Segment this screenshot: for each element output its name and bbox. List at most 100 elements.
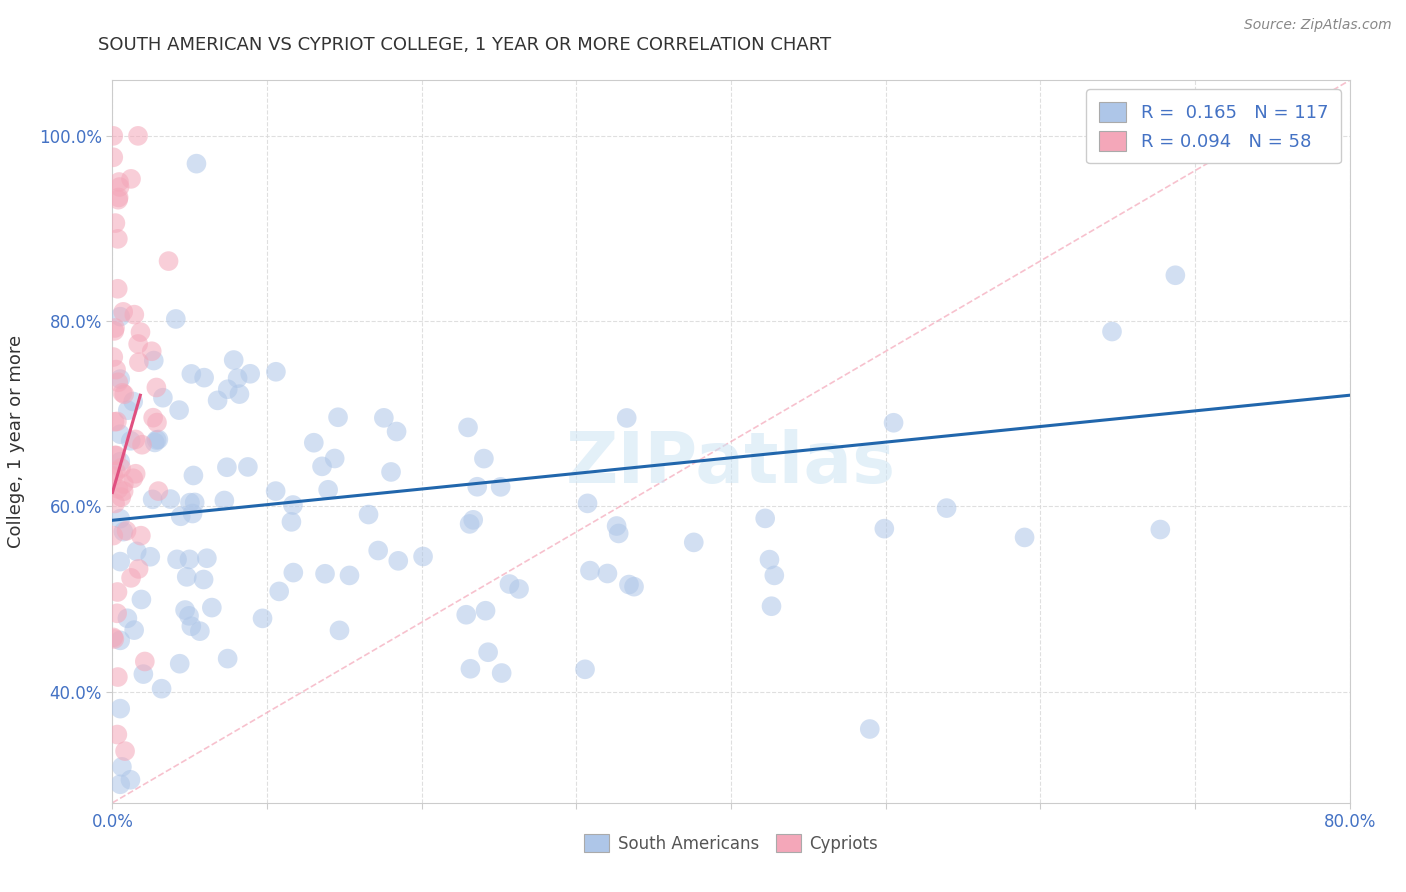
Point [131, 438, 153, 452]
Point [112, 477, 135, 491]
Point [574, 662, 596, 676]
Point [141, 344, 163, 359]
Point [1014, 530, 1036, 544]
Point [339, 568, 361, 582]
Point [111, 385, 134, 400]
Point [576, 496, 599, 510]
Point [183, 468, 205, 483]
Point [596, 566, 619, 581]
Point [139, 549, 162, 564]
Point [314, 566, 336, 581]
Point [145, 433, 167, 447]
Point [606, 519, 628, 533]
Point [281, 498, 304, 512]
Point [328, 624, 350, 638]
Point [617, 577, 640, 591]
Point [104, 321, 127, 335]
Point [103, 631, 125, 645]
Point [115, 524, 138, 538]
Point [107, 282, 129, 296]
Point [616, 411, 638, 425]
Point [107, 232, 129, 246]
Point [326, 410, 349, 425]
Text: Source: ZipAtlas.com: Source: ZipAtlas.com [1244, 18, 1392, 32]
Point [179, 495, 201, 509]
Point [107, 482, 129, 496]
Point [105, 727, 128, 741]
Point [103, 469, 125, 483]
Point [127, 337, 149, 351]
Point [148, 433, 170, 447]
Point [188, 624, 211, 639]
Point [169, 657, 191, 671]
Point [264, 365, 287, 379]
Point [323, 451, 346, 466]
Point [193, 573, 215, 587]
Point [357, 508, 380, 522]
Point [105, 449, 128, 463]
Point [129, 529, 152, 543]
Point [125, 544, 148, 558]
Point [215, 460, 238, 475]
Point [412, 549, 434, 564]
Point [179, 552, 201, 566]
Point [380, 465, 402, 479]
Point [142, 410, 165, 425]
Point [474, 604, 496, 618]
Point [283, 566, 305, 580]
Point [142, 492, 165, 507]
Point [110, 310, 132, 324]
Point [193, 370, 215, 384]
Point [104, 496, 127, 510]
Point [103, 150, 125, 164]
Point [110, 633, 132, 648]
Point [120, 571, 142, 585]
Point [859, 722, 882, 736]
Text: SOUTH AMERICAN VS CYPRIOT COLLEGE, 1 YEAR OR MORE CORRELATION CHART: SOUTH AMERICAN VS CYPRIOT COLLEGE, 1 YEA… [98, 36, 831, 54]
Point [174, 603, 197, 617]
Point [579, 564, 602, 578]
Point [166, 552, 188, 566]
Point [222, 353, 245, 368]
Point [239, 367, 262, 381]
Point [457, 420, 479, 434]
Point [128, 562, 150, 576]
Point [758, 552, 780, 566]
Point [131, 592, 153, 607]
Point [107, 670, 129, 684]
Point [252, 611, 274, 625]
Point [114, 744, 136, 758]
Point [1149, 523, 1171, 537]
Point [120, 772, 142, 787]
Point [132, 667, 155, 681]
Point [195, 551, 218, 566]
Point [105, 414, 128, 428]
Point [754, 511, 776, 525]
Point [122, 394, 145, 409]
Point [280, 515, 302, 529]
Point [122, 471, 145, 485]
Point [167, 403, 190, 417]
Point [264, 484, 287, 499]
Point [472, 451, 495, 466]
Point [228, 387, 250, 401]
Point [146, 416, 169, 430]
Point [110, 511, 132, 525]
Point [456, 607, 478, 622]
Point [214, 493, 236, 508]
Point [489, 480, 512, 494]
Point [477, 645, 499, 659]
Point [682, 535, 704, 549]
Point [180, 619, 202, 633]
Point [103, 632, 125, 646]
Point [110, 372, 132, 386]
Point [623, 580, 645, 594]
Point [217, 382, 239, 396]
Point [142, 353, 165, 368]
Point [107, 375, 129, 389]
Point [165, 312, 187, 326]
Point [463, 513, 485, 527]
Point [145, 380, 167, 394]
Y-axis label: College, 1 year or more: College, 1 year or more [7, 335, 25, 548]
Point [117, 403, 139, 417]
